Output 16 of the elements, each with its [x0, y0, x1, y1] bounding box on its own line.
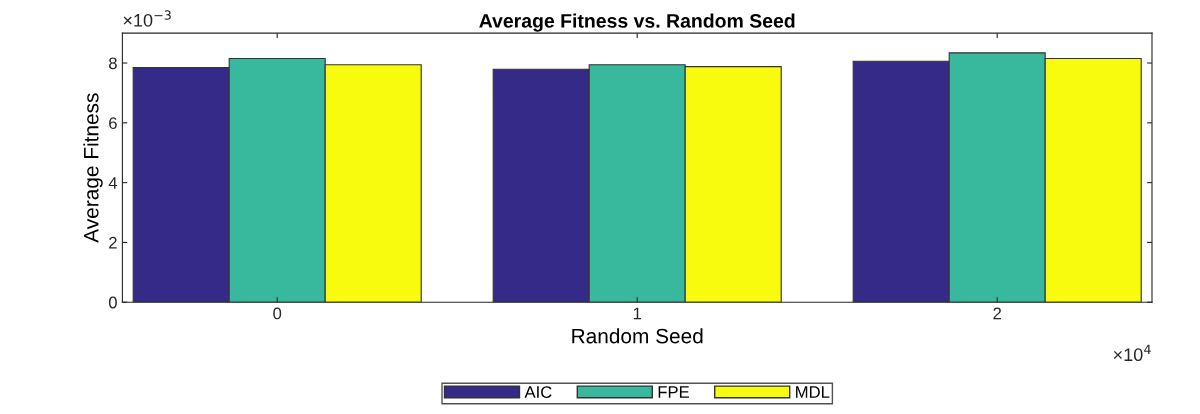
y-tick-label: 6 [109, 117, 117, 130]
x-tick-label: 0 [273, 307, 282, 320]
y-tick-label: 0 [108, 296, 117, 309]
y-tick-label: 2 [109, 236, 117, 249]
x-tick-label: 2 [993, 307, 1001, 320]
legend-label: MDL [796, 386, 830, 398]
legend-label: FPE [658, 386, 689, 398]
text: ×10$^{4}$ [1113, 344, 1151, 362]
y-tick-label: 4 [108, 177, 118, 189]
x-axis-title: Random Seed [572, 328, 703, 344]
text: ×10$^{−3}$ [123, 10, 171, 27]
x-tick-label: 1 [633, 307, 642, 320]
y-tick-label: 8 [108, 57, 117, 70]
legend-label: AIC [524, 386, 552, 398]
y-axis-title: Average Fitness [83, 93, 103, 243]
chart-title: Average Fitness vs. Random Seed [479, 13, 795, 32]
